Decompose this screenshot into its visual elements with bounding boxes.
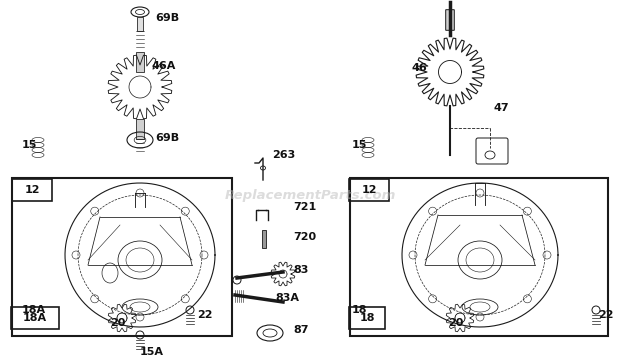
Text: ReplacementParts.com: ReplacementParts.com	[224, 188, 396, 201]
FancyBboxPatch shape	[136, 119, 144, 139]
Text: 20: 20	[448, 318, 463, 328]
Text: 46: 46	[412, 63, 428, 73]
Text: 15: 15	[22, 140, 37, 150]
FancyBboxPatch shape	[262, 230, 266, 248]
Text: 69B: 69B	[155, 13, 179, 23]
Text: 18A: 18A	[22, 305, 46, 315]
Text: 18A: 18A	[23, 313, 47, 323]
FancyBboxPatch shape	[446, 10, 454, 30]
Text: 12: 12	[361, 185, 377, 195]
Text: 83: 83	[293, 265, 308, 275]
Text: 18: 18	[352, 305, 368, 315]
Text: 15: 15	[352, 140, 368, 150]
Text: 18: 18	[359, 313, 374, 323]
Text: 720: 720	[293, 232, 316, 242]
FancyBboxPatch shape	[137, 17, 143, 31]
Text: 263: 263	[272, 150, 295, 160]
FancyBboxPatch shape	[136, 52, 144, 72]
Text: 22: 22	[197, 310, 213, 320]
Text: 721: 721	[293, 202, 316, 212]
Text: 83A: 83A	[275, 293, 299, 303]
Text: 87: 87	[293, 325, 309, 335]
Text: 20: 20	[110, 318, 125, 328]
Text: 12: 12	[24, 185, 40, 195]
Text: 47: 47	[494, 103, 510, 113]
Text: 69B: 69B	[155, 133, 179, 143]
Text: 22: 22	[598, 310, 614, 320]
Text: 15A: 15A	[140, 347, 164, 357]
Text: 46A: 46A	[152, 61, 176, 71]
